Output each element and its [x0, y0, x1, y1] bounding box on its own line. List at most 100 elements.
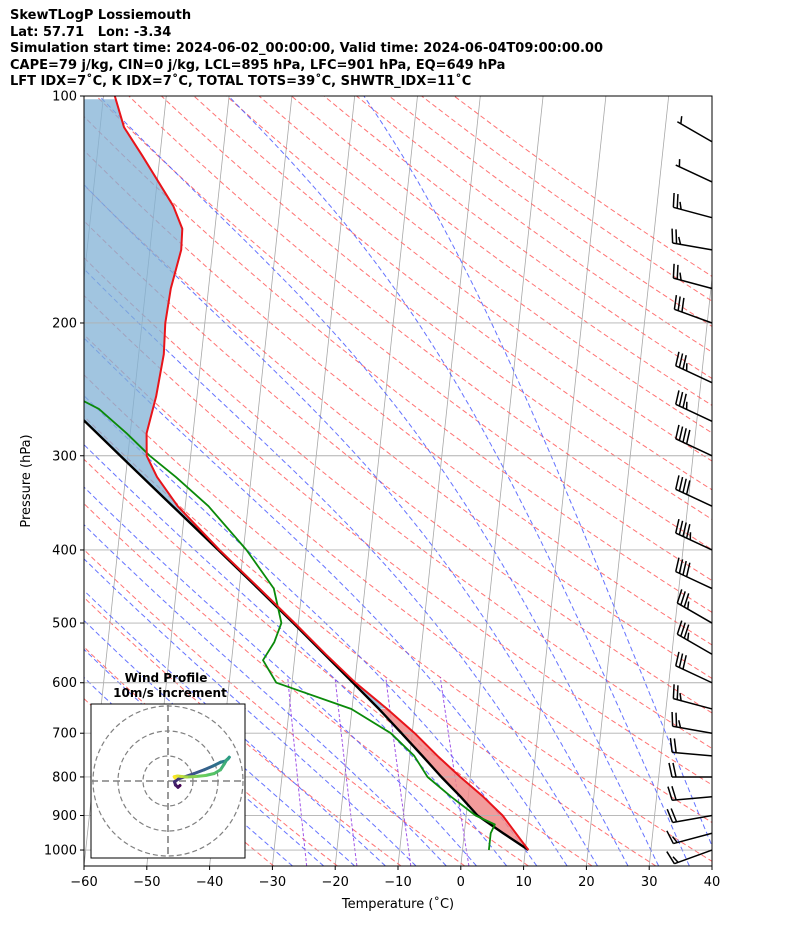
y-tick-label: 600	[52, 676, 77, 691]
isotherm-line	[711, 862, 712, 866]
wind-barb-feather	[687, 601, 690, 610]
dry-adiabat-line	[84, 184, 712, 680]
wind-barb-feather	[678, 236, 682, 245]
wind-barb-staff	[673, 697, 713, 710]
wind-barb-feather	[675, 390, 680, 405]
dry-adiabat-line	[84, 374, 712, 862]
wind-barb-feather	[679, 272, 682, 281]
wind-barb-feather	[682, 428, 687, 443]
wind-barb	[675, 424, 713, 457]
wind-barb-staff	[675, 438, 713, 457]
hodograph-trace-segment	[172, 775, 177, 780]
isotherm-line	[775, 96, 794, 866]
wind-barb-feather	[682, 478, 687, 493]
wind-barb-feather	[675, 475, 680, 490]
dry-adiabat-line	[84, 415, 657, 866]
wind-barb	[675, 390, 713, 422]
hodograph-trace-segment	[202, 764, 215, 772]
wind-barb-feather	[675, 351, 680, 366]
dry-adiabat-line	[193, 96, 712, 491]
dry-adiabat-line	[95, 96, 712, 582]
wind-barb-feather	[673, 738, 677, 753]
title-line-cape: CAPE=79 j/kg, CIN=0 j/kg, LCL=895 hPa, L…	[10, 57, 506, 73]
y-tick-label: 1000	[44, 844, 77, 859]
dry-adiabat-line	[388, 96, 712, 327]
sounding-profiles	[84, 96, 530, 851]
moist-adiabat-line	[84, 486, 477, 866]
wind-barb	[675, 557, 713, 590]
wind-barb-staff	[672, 725, 713, 734]
wind-barb-feather	[675, 229, 678, 244]
wind-barb-staff	[674, 308, 713, 324]
wind-barb-feather	[672, 762, 677, 778]
wind-barb-staff	[676, 121, 713, 143]
x-tick-label: 20	[578, 875, 595, 890]
wind-barb	[672, 263, 713, 290]
x-tick-label: −30	[259, 875, 286, 890]
wind-barb-feather	[685, 524, 691, 539]
moist-adiabat-line	[98, 96, 660, 866]
wind-barb-feather	[682, 355, 687, 370]
moist-adiabat-line	[228, 96, 690, 866]
y-tick-label: 400	[52, 543, 77, 558]
y-tick-label: 700	[52, 727, 77, 742]
wind-barb-feather	[666, 808, 674, 823]
wind-barb	[666, 830, 713, 845]
y-tick-label: 500	[52, 617, 77, 632]
pressure-gridlines	[84, 96, 712, 851]
wind-barb-feather	[680, 116, 683, 124]
dry-adiabat-line	[453, 96, 712, 277]
y-tick-label: 200	[52, 316, 77, 331]
hodograph-subtitle: 10m/s increment	[113, 686, 227, 700]
wind-barb-feather	[676, 589, 683, 604]
wind-barb-feather	[676, 620, 683, 635]
wind-barb-feather	[676, 264, 679, 280]
wind-barb	[676, 620, 713, 655]
wind-barb-staff	[675, 403, 713, 422]
isotherm-line	[334, 96, 418, 866]
hodograph-title: Wind Profile	[125, 671, 208, 685]
cape-area-fill	[84, 99, 387, 709]
wind-barb-feather	[675, 557, 680, 572]
wind-barb-feather	[672, 263, 675, 279]
wind-barb-staff	[672, 796, 713, 802]
x-tick-label: 0	[457, 875, 465, 890]
wind-barb-feather	[666, 830, 675, 844]
wind-barb	[673, 295, 713, 324]
hodograph-inset: Wind Profile 10m/s increment	[90, 671, 246, 859]
wind-barb	[668, 762, 712, 778]
wind-barb	[676, 116, 713, 143]
wind-barb-staff	[673, 277, 713, 290]
wind-barb-feather	[669, 738, 673, 753]
wind-barb-staff	[675, 532, 713, 551]
x-axis-label: Temperature (˚C)	[341, 896, 454, 912]
wind-barb	[675, 518, 713, 551]
wind-barb	[675, 651, 713, 684]
cape-cin-shading	[84, 99, 529, 850]
isotherm-line	[272, 96, 356, 866]
moist-adiabat-line	[84, 523, 447, 866]
wind-barb-feather	[677, 296, 681, 311]
wind-barb-feather	[672, 684, 675, 699]
x-tick-label: 40	[704, 875, 721, 890]
x-tick-label: −20	[321, 875, 348, 890]
wind-barb-feather	[675, 712, 678, 727]
wind-barb-feather	[678, 426, 684, 441]
wind-barb	[667, 786, 713, 802]
isotherm-line	[460, 96, 544, 866]
negative-area-fill	[379, 709, 529, 850]
wind-barb-feather	[671, 711, 674, 727]
wind-barb-feather	[680, 591, 686, 606]
wind-barb-staff	[674, 849, 713, 865]
y-axis-label: Pressure (hPa)	[19, 434, 34, 527]
dry-adiabat-line	[226, 96, 712, 462]
dewpoint-profile-line	[84, 400, 496, 851]
wind-barb-feather	[678, 653, 684, 668]
wind-barb-staff	[675, 488, 713, 507]
title-line-station: SkewTLogP Lossiemouth	[10, 8, 192, 23]
wind-barb-feather	[685, 480, 691, 495]
wind-barb-staff	[672, 242, 713, 251]
title-line-times: Simulation start time: 2024-06-02_00:00:…	[10, 41, 603, 57]
dry-adiabat-line	[84, 294, 712, 786]
